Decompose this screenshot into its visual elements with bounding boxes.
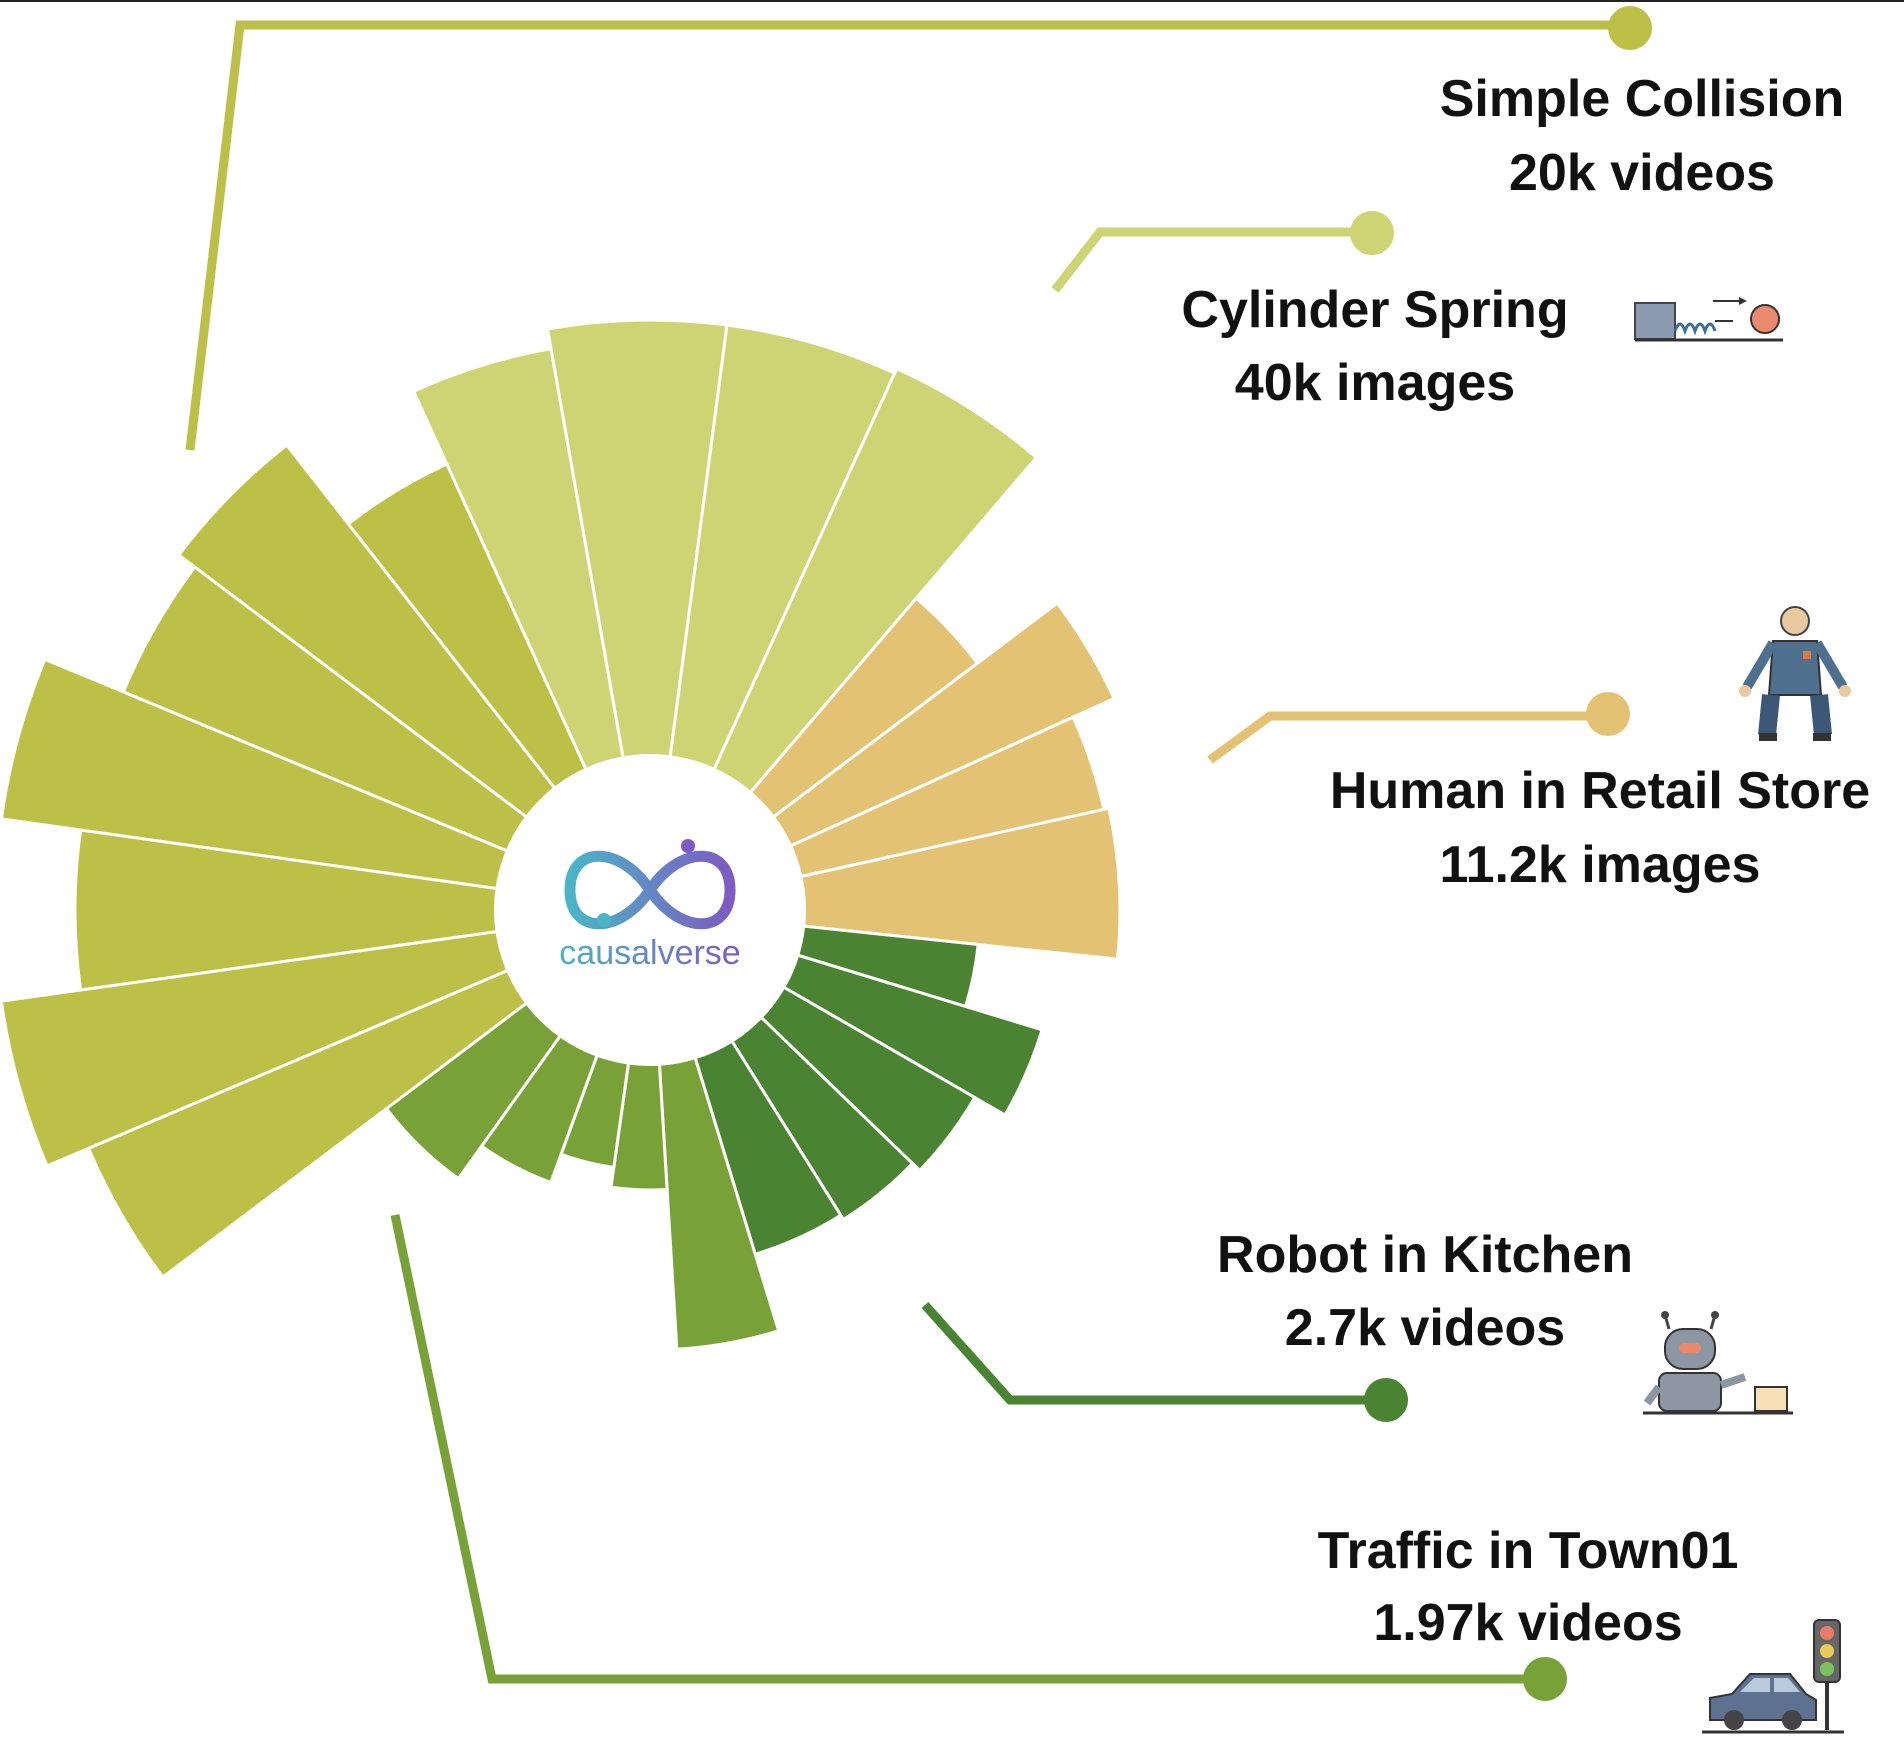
connector-traffic-town (390, 1214, 1567, 1701)
label-simple-collision: Simple Collision 20k videos (1440, 70, 1845, 202)
dataset-name: Robot in Kitchen (1217, 1226, 1633, 1284)
dataset-size: 1.97k videos (1373, 1594, 1682, 1652)
dataset-name: Human in Retail Store (1330, 762, 1870, 820)
logo-text: causalverse (559, 934, 740, 972)
dataset-size: 11.2k images (1440, 836, 1761, 894)
label-human-retail: Human in Retail Store 11.2k images (1330, 762, 1870, 894)
connector-human-retail (1207, 692, 1630, 764)
connector-cylinder-spring (1051, 211, 1394, 293)
dataset-name: Simple Collision (1440, 70, 1845, 128)
dataset-name: Cylinder Spring (1181, 281, 1568, 339)
radial-bars (0, 318, 1122, 1351)
dataset-size: 2.7k videos (1285, 1299, 1565, 1357)
dataset-name: Traffic in Town01 (1318, 1522, 1739, 1580)
center-circle (494, 754, 806, 1066)
infinity-loop-icon (564, 839, 736, 930)
label-cylinder-spring: Cylinder Spring 40k images (1181, 281, 1568, 412)
car-traffic-light-icon (1702, 1619, 1844, 1734)
kitchen-robot-icon (1643, 1311, 1793, 1415)
label-robot-kitchen: Robot in Kitchen 2.7k videos (1217, 1226, 1633, 1357)
worker-figure-icon (1739, 606, 1851, 741)
label-traffic-town: Traffic in Town01 1.97k videos (1318, 1522, 1739, 1652)
dataset-size: 20k videos (1509, 144, 1775, 202)
spring-launch-icon (1634, 297, 1783, 342)
connector-simple-collision (185, 6, 1652, 451)
connector-robot-kitchen (921, 1301, 1408, 1422)
center-logo: causalverse (494, 754, 806, 1066)
dataset-size: 40k images (1235, 354, 1515, 412)
